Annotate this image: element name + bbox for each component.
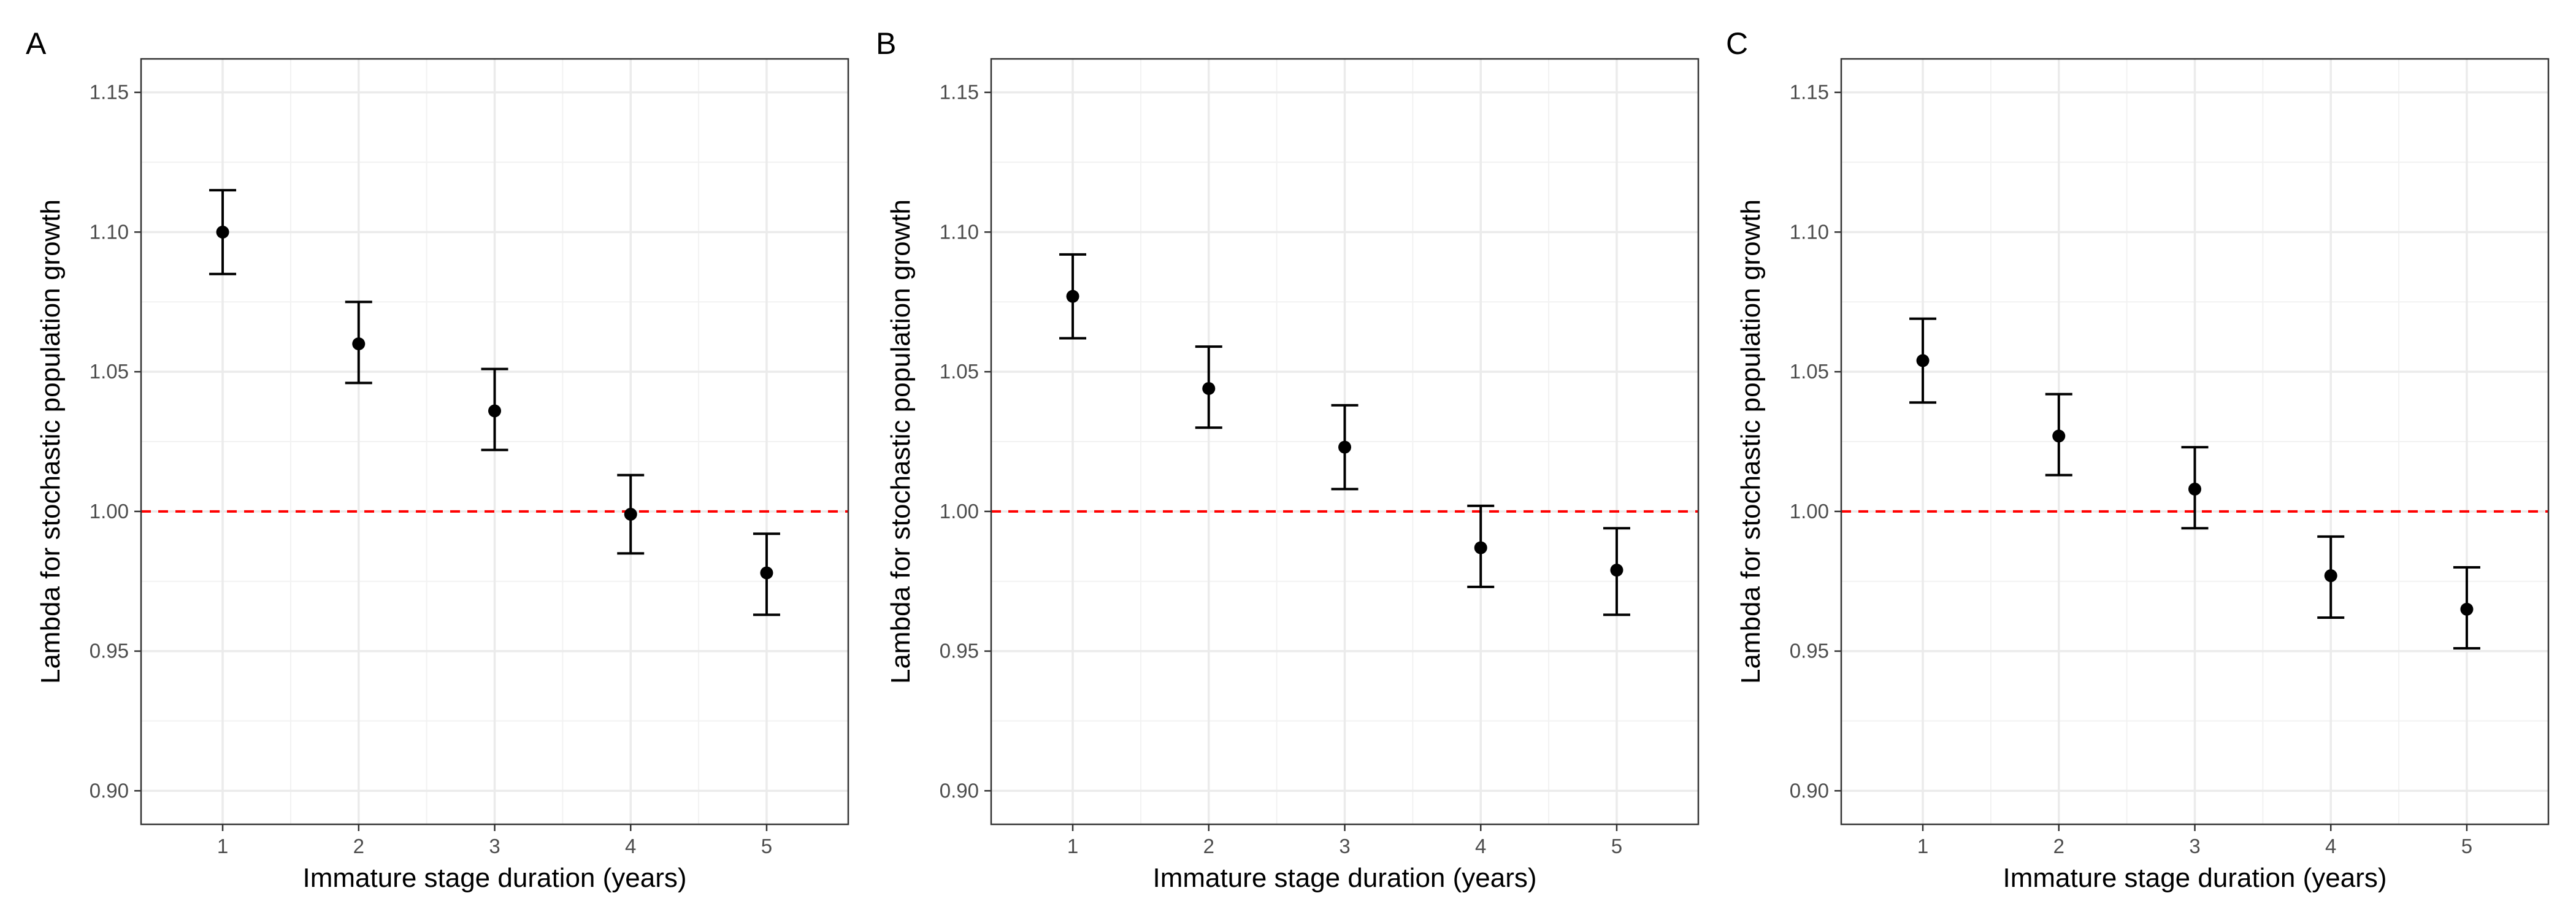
data-point — [1066, 289, 1079, 303]
y-tick-label: 1.05 — [1790, 360, 1829, 383]
y-tick-label: 1.10 — [1790, 220, 1829, 243]
x-tick-label: 3 — [489, 835, 500, 857]
y-tick-label: 1.05 — [940, 360, 979, 383]
y-tick-label: 0.95 — [90, 640, 129, 662]
x-axis-title: Immature stage duration (years) — [302, 863, 686, 893]
y-tick-label: 1.05 — [90, 360, 129, 383]
x-tick-label: 3 — [1339, 835, 1350, 857]
y-tick-label: 0.95 — [1790, 640, 1829, 662]
panel-c: C 0.90 0.95 1.00 1.05 1.10 1.15 1 2 3 4 5 Immature s… — [1726, 26, 2550, 893]
y-tick-label: 0.90 — [90, 779, 129, 802]
y-tick-label: 1.15 — [90, 81, 129, 104]
data-point — [760, 566, 773, 580]
data-point — [624, 507, 637, 521]
x-axis-title: Immature stage duration (years) — [2003, 863, 2386, 893]
x-tick-label: 1 — [1917, 835, 1928, 857]
y-axis-title: Lambda for stochastic population growth — [36, 199, 66, 684]
panel-tag: B — [876, 26, 896, 61]
y-axis-title: Lambda for stochastic population growth — [886, 199, 916, 684]
panel-tag: A — [26, 26, 47, 61]
y-tick-label: 1.10 — [90, 220, 129, 243]
panel-a: A 0.90 0.95 1.00 1.05 1.10 1.15 1 2 3 4 5 Immature s… — [26, 26, 849, 893]
data-point — [2052, 429, 2066, 443]
y-tick-label: 1.00 — [1790, 500, 1829, 523]
data-point — [1202, 381, 1216, 395]
data-point — [2460, 602, 2474, 616]
panel-b: B 0.90 0.95 1.00 1.05 1.10 1.15 1 2 3 4 5 Immature s… — [876, 26, 1700, 893]
x-tick-label: 2 — [1203, 835, 1214, 857]
x-tick-label: 1 — [1067, 835, 1078, 857]
x-tick-label: 4 — [2325, 835, 2336, 857]
data-point — [2324, 569, 2337, 583]
x-tick-label: 2 — [353, 835, 364, 857]
y-tick-label: 1.10 — [940, 220, 979, 243]
y-tick-label: 0.95 — [940, 640, 979, 662]
data-point — [1474, 541, 1487, 554]
y-tick-label: 0.90 — [1790, 779, 1829, 802]
x-tick-label: 4 — [625, 835, 636, 857]
x-tick-label: 5 — [2461, 835, 2472, 857]
data-point — [488, 404, 501, 418]
data-point — [2188, 482, 2201, 496]
x-tick-label: 1 — [217, 835, 228, 857]
data-point — [216, 225, 229, 239]
y-tick-label: 1.00 — [940, 500, 979, 523]
y-tick-label: 1.15 — [940, 81, 979, 104]
x-tick-label: 5 — [761, 835, 772, 857]
y-tick-label: 1.15 — [1790, 81, 1829, 104]
panel-tag: C — [1726, 26, 1748, 61]
x-tick-label: 2 — [2053, 835, 2064, 857]
y-axis-title: Lambda for stochastic population growth — [1736, 199, 1766, 684]
x-axis-title: Immature stage duration (years) — [1152, 863, 1536, 893]
data-point — [352, 337, 366, 351]
data-point — [1916, 354, 1930, 367]
y-tick-label: 0.90 — [940, 779, 979, 802]
y-tick-label: 1.00 — [90, 500, 129, 523]
x-tick-label: 3 — [2189, 835, 2200, 857]
data-point — [1338, 440, 1351, 454]
x-tick-label: 5 — [1611, 835, 1622, 857]
data-point — [1610, 564, 1623, 577]
x-tick-label: 4 — [1475, 835, 1486, 857]
